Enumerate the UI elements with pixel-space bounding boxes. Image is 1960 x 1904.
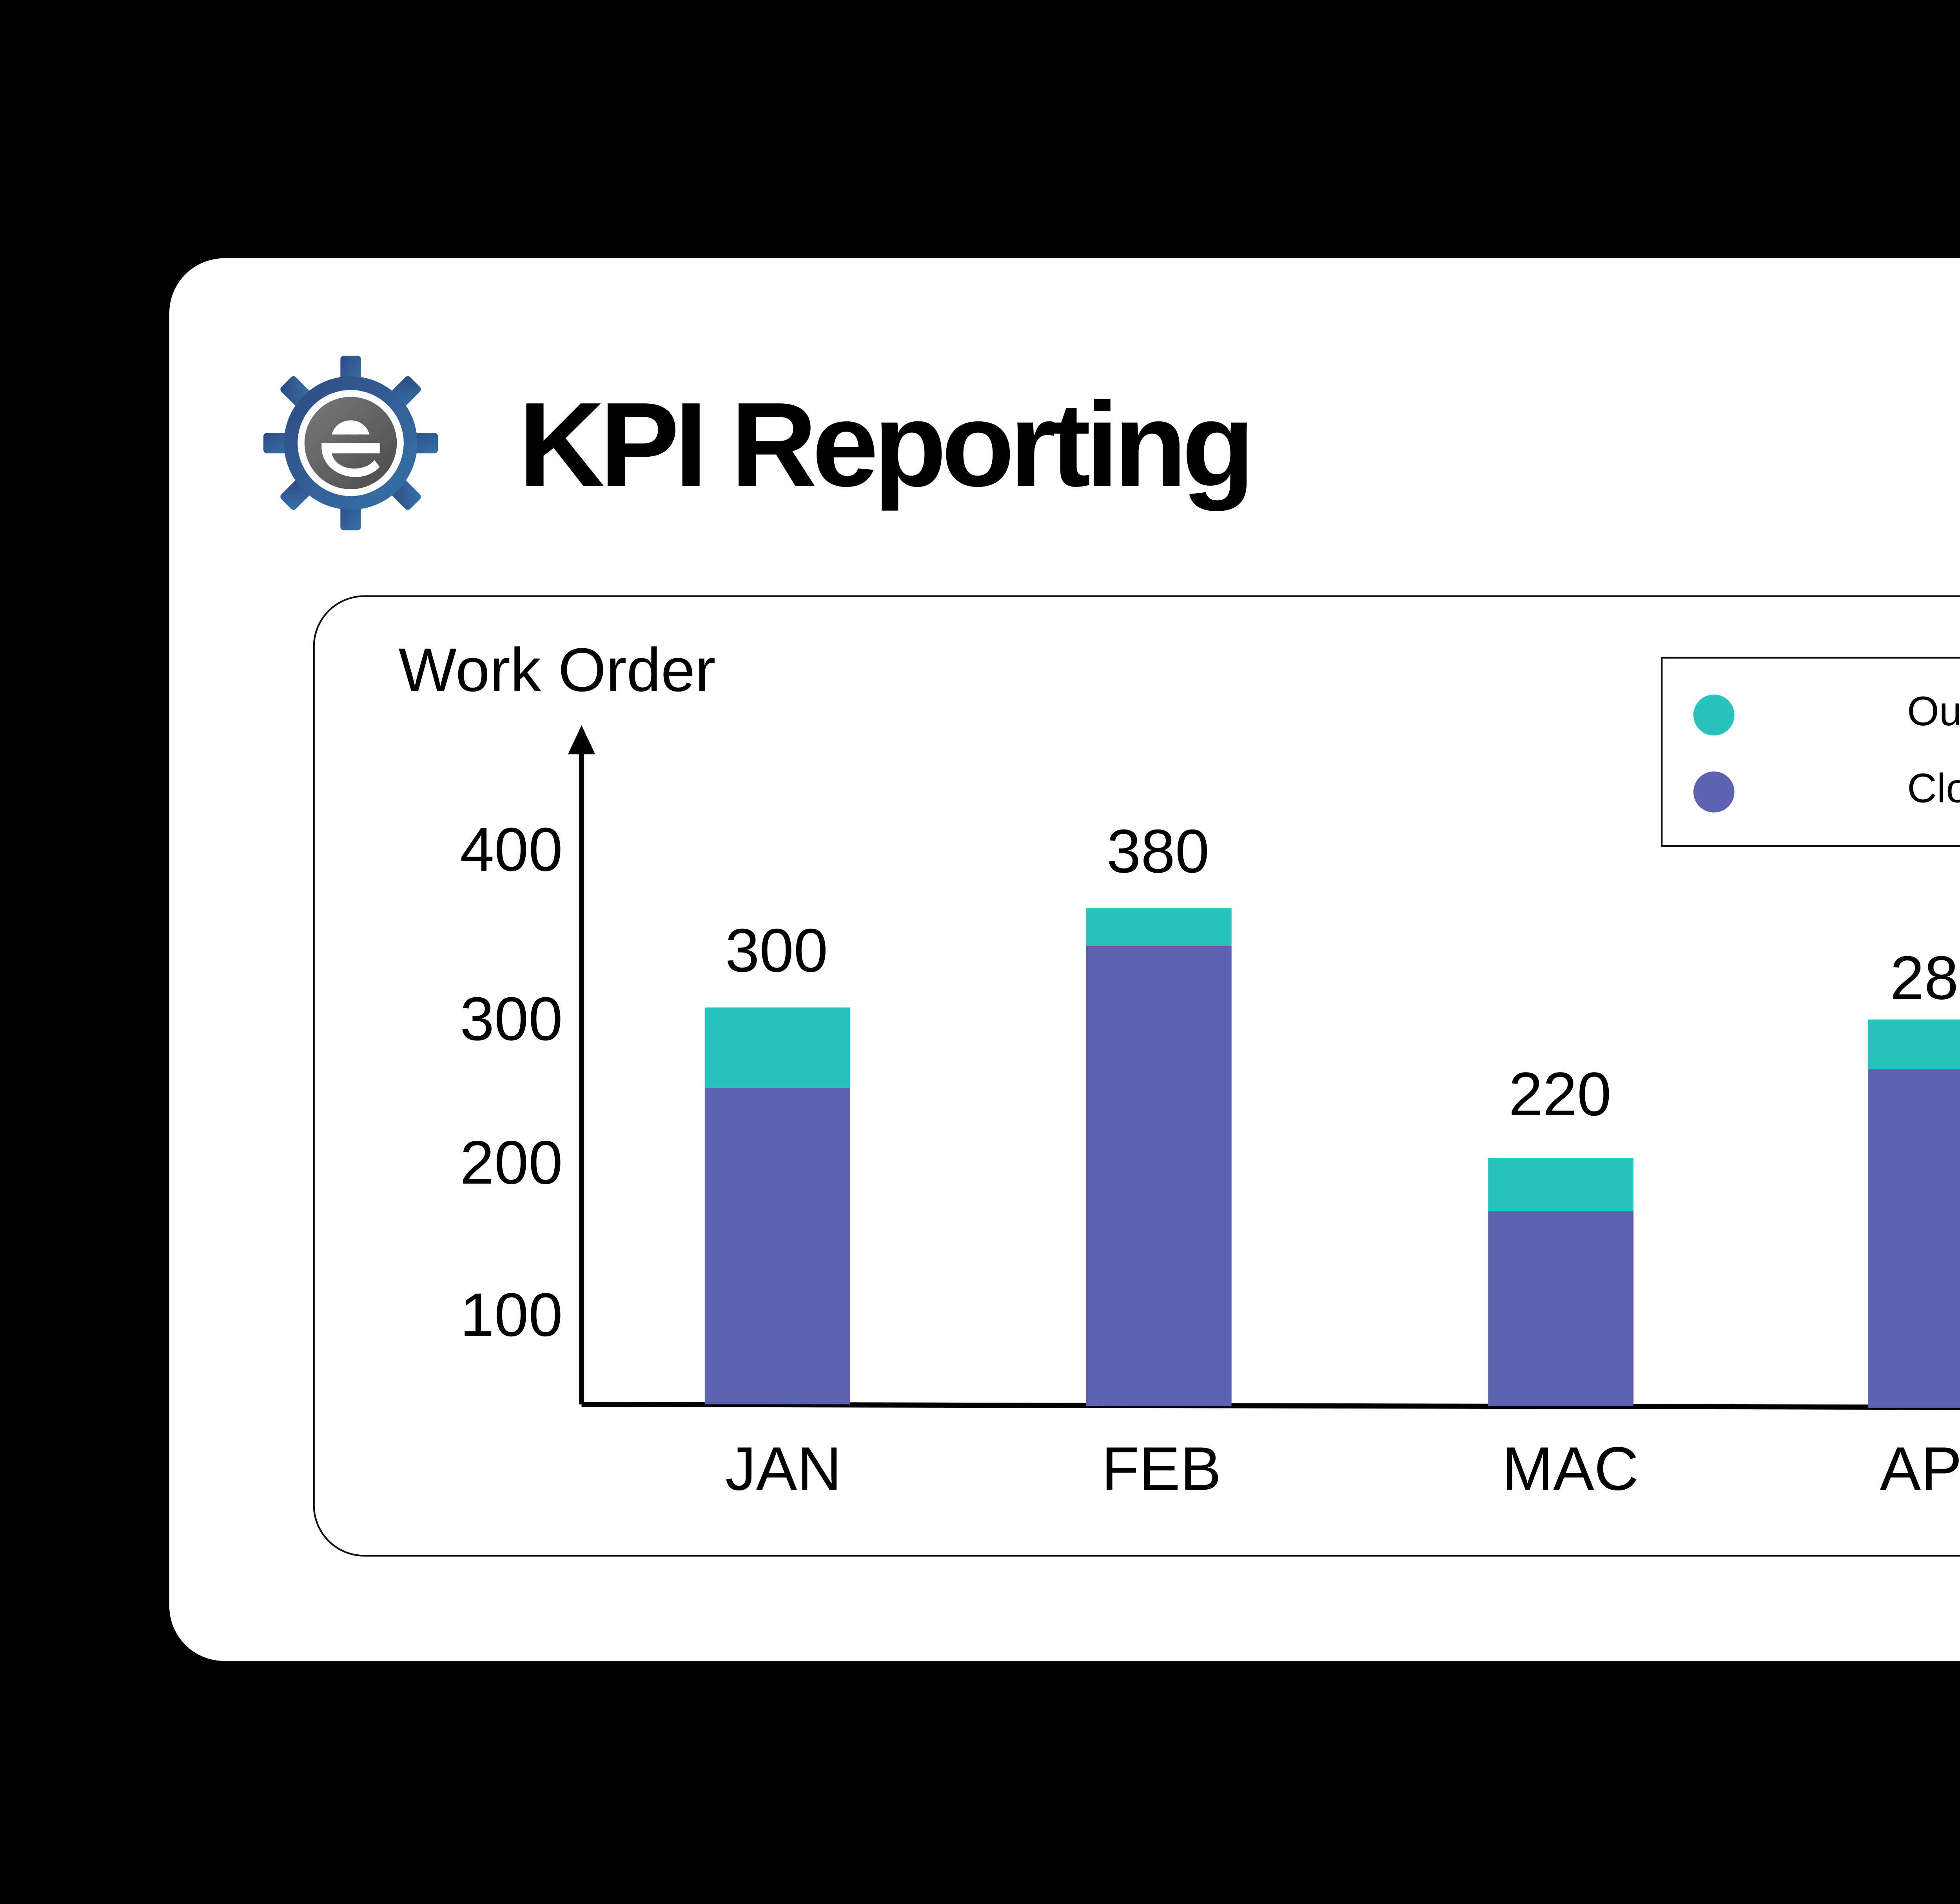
- bar-jan[interactable]: [704, 1007, 850, 1405]
- x-category-label: MAC: [1502, 1435, 1639, 1503]
- x-axis-line: [581, 1401, 1960, 1410]
- bar-segment-closed[interactable]: [1867, 1069, 1960, 1408]
- legend-item-outstanding: Outstanding WO: [1662, 688, 1960, 739]
- bar-segment-closed[interactable]: [704, 1088, 850, 1405]
- bar-value-label: 300: [725, 916, 828, 985]
- y-tick-label: 100: [460, 1281, 563, 1349]
- bar-value-label: 380: [1107, 817, 1209, 886]
- chart-panel: Work Order Outstanding WO Close Work Ord…: [313, 595, 1960, 1557]
- bar-apr[interactable]: [1867, 1019, 1960, 1408]
- bar-segment-outstanding[interactable]: [1867, 1019, 1960, 1069]
- y-axis-label: Work Order: [398, 634, 716, 705]
- bar-value-label: 280: [1890, 944, 1960, 1012]
- legend-label: Outstanding WO: [1907, 689, 1960, 736]
- bar-segment-closed[interactable]: [1086, 946, 1232, 1406]
- bar-mac[interactable]: [1488, 1158, 1634, 1406]
- y-tick-label: 400: [460, 815, 563, 884]
- page-title: KPI Reporting: [518, 378, 1255, 512]
- x-category-label: APR: [1880, 1435, 1960, 1503]
- bar-value-label: 220: [1508, 1060, 1611, 1129]
- y-axis-arrow-icon: [568, 725, 595, 755]
- gear-e-logo-icon: [263, 356, 438, 530]
- bar-segment-closed[interactable]: [1488, 1211, 1634, 1406]
- kpi-card: KPI Reporting Work Order Outstanding WO …: [169, 258, 1960, 1661]
- x-category-label: JAN: [725, 1435, 842, 1503]
- purple-dot-icon: [1693, 771, 1735, 813]
- bar-segment-outstanding[interactable]: [1488, 1158, 1634, 1211]
- teal-dot-icon: [1693, 694, 1735, 736]
- bar-segment-outstanding[interactable]: [1086, 908, 1232, 946]
- bar-feb[interactable]: [1086, 908, 1232, 1406]
- x-category-label: FEB: [1102, 1435, 1221, 1503]
- bar-segment-outstanding[interactable]: [704, 1007, 850, 1088]
- chart-legend: Outstanding WO Close Work Order: [1661, 657, 1960, 847]
- y-tick-label: 300: [460, 985, 563, 1053]
- bar-chart-plot: 400 300 200 100: [460, 725, 1960, 1503]
- y-tick-label: 200: [460, 1129, 563, 1197]
- legend-label: Close Work Order: [1907, 766, 1960, 813]
- legend-item-closed: Close Work Order: [1662, 764, 1960, 816]
